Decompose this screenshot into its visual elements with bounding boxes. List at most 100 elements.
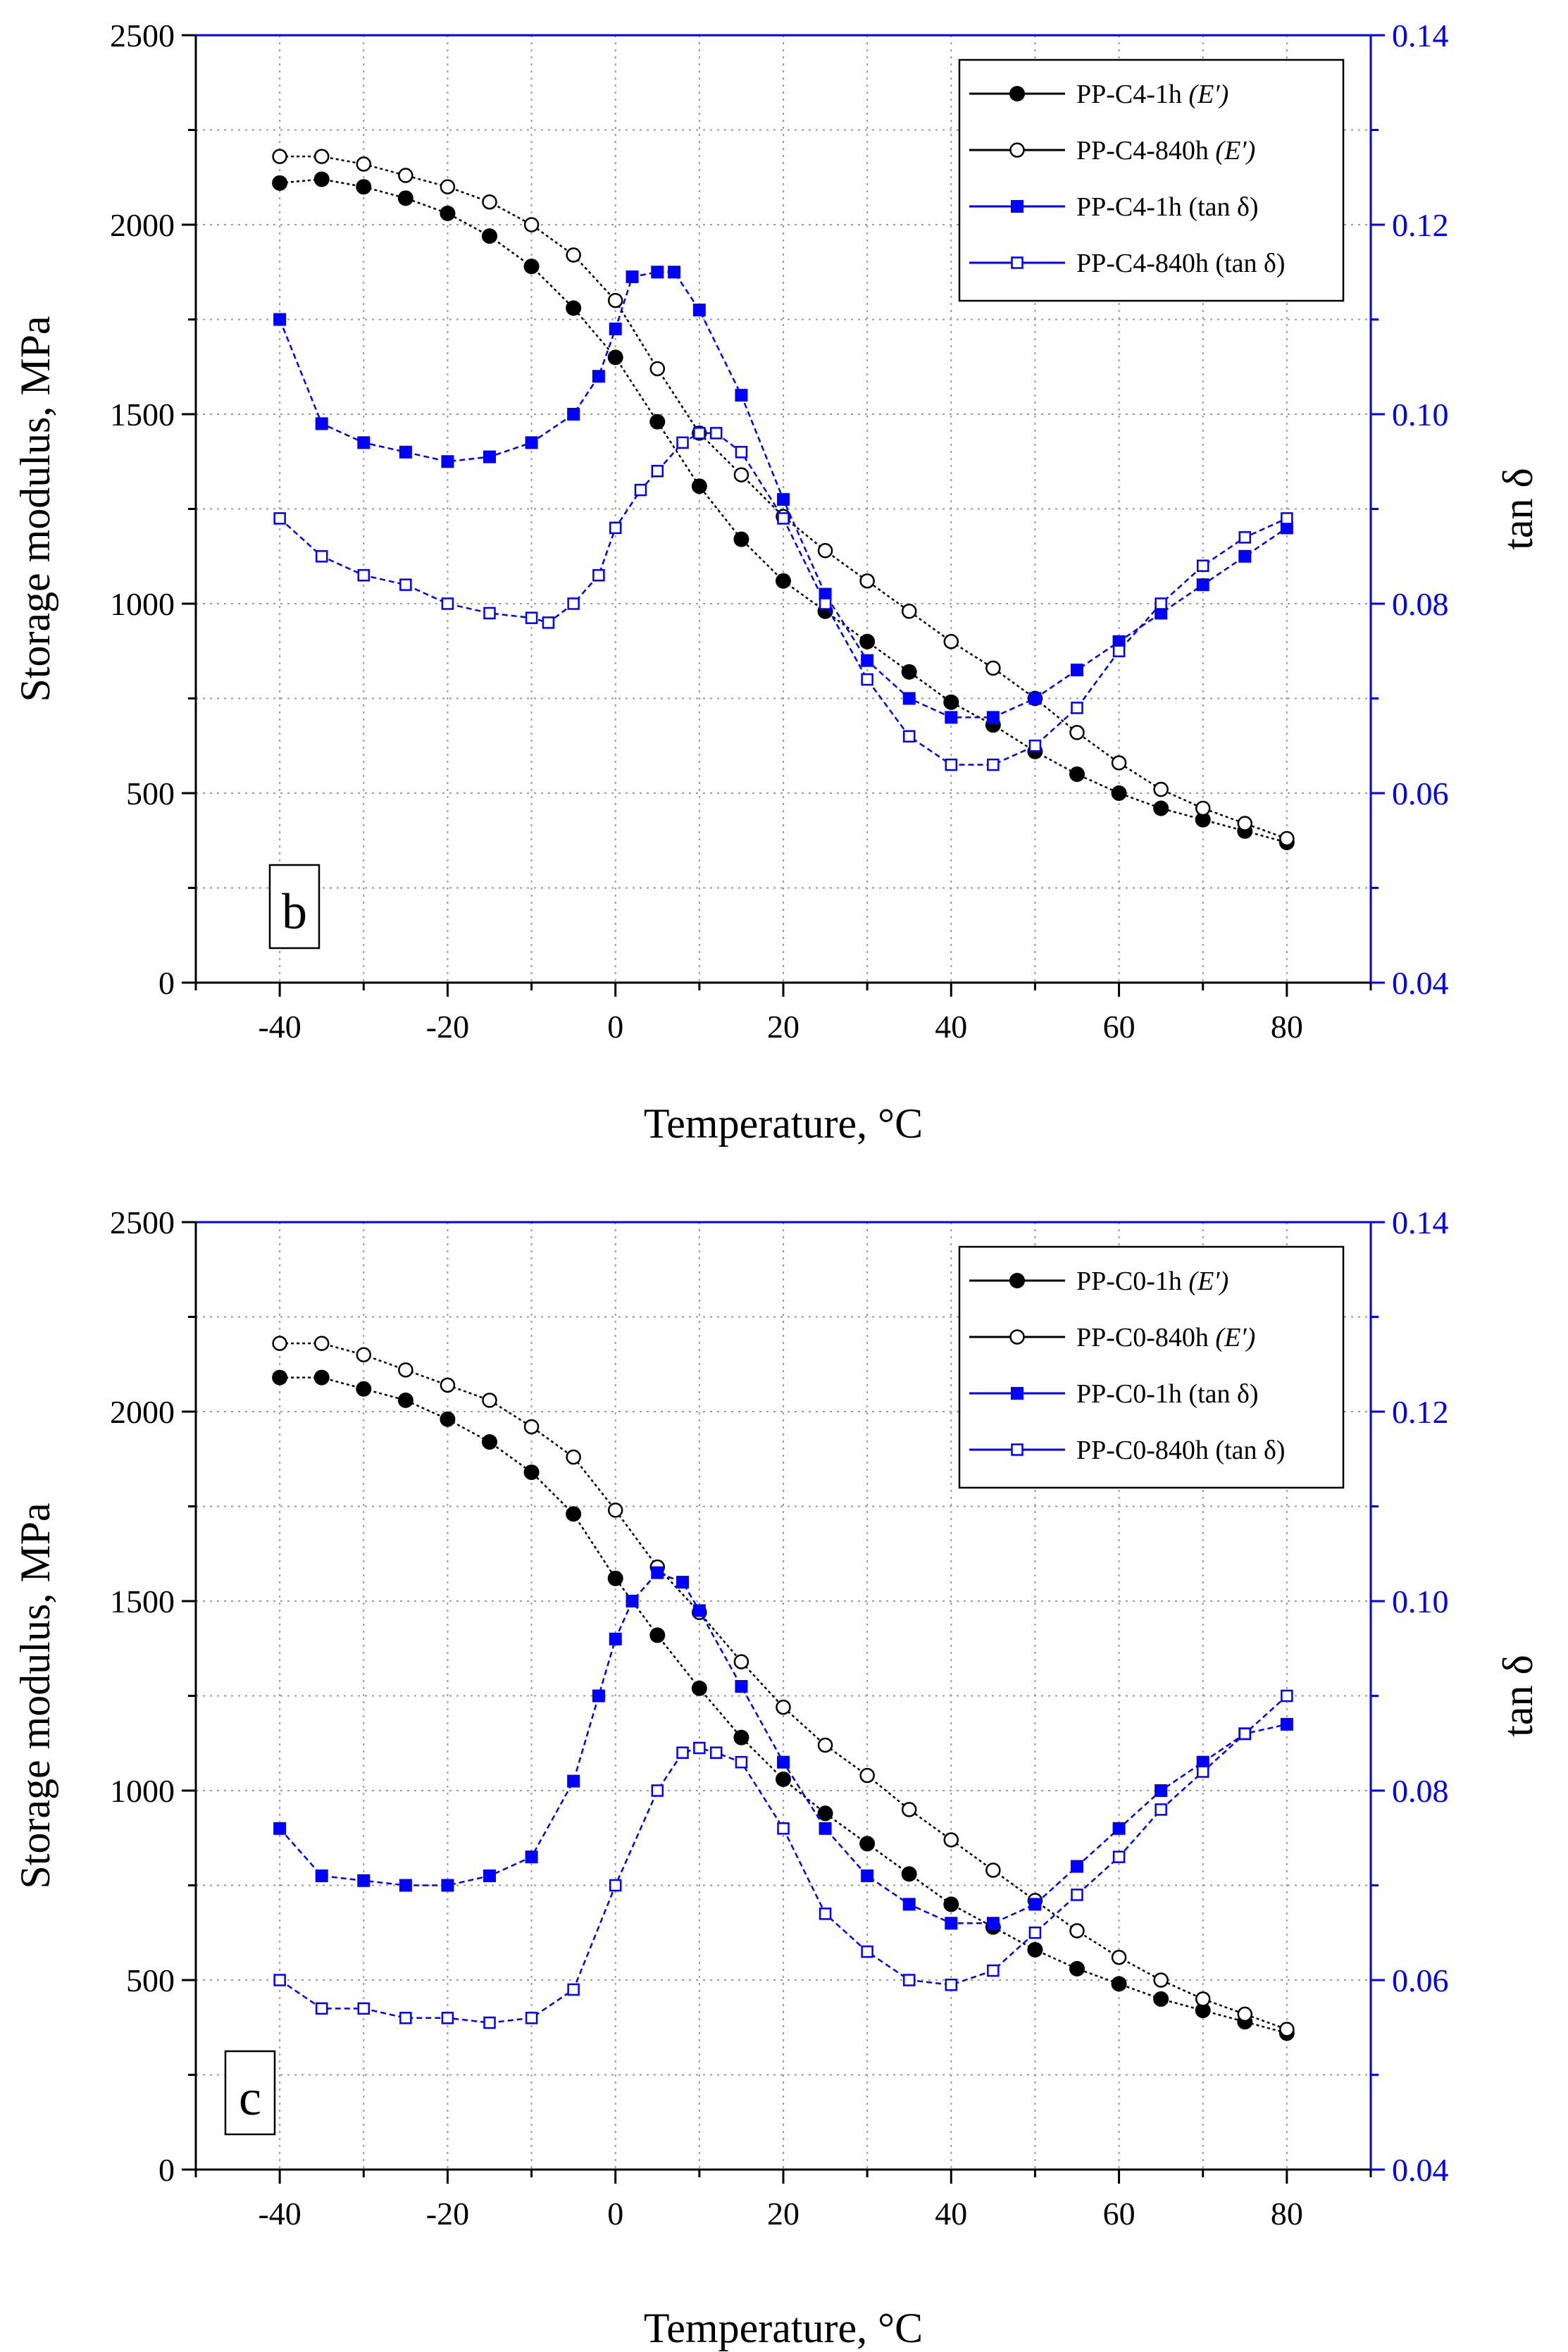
x-tick-label: -20 <box>426 2196 469 2232</box>
data-point <box>440 205 456 221</box>
data-point <box>609 1879 622 1892</box>
data-point <box>1153 1991 1169 2007</box>
data-point <box>901 664 917 680</box>
data-point <box>357 1874 371 1887</box>
data-point <box>483 450 496 463</box>
data-point <box>819 587 832 601</box>
y-tick-label: 2000 <box>110 1394 175 1430</box>
data-point <box>692 1604 706 1617</box>
data-point <box>1153 1972 1169 1988</box>
data-point <box>1281 1689 1293 1703</box>
y2-tick-label: 0.08 <box>1392 1773 1449 1809</box>
y2-axis-title: tan δ <box>1495 468 1541 550</box>
series-pp-c4-840h-storage-modulus <box>272 149 1295 847</box>
data-point <box>819 597 832 610</box>
chart-panel-b: -40 -20 0 20 40 60 80 0 500 1000 1500 2000 2500 0.04 0… <box>12 18 1541 1147</box>
data-point <box>776 573 791 589</box>
data-point <box>357 436 371 449</box>
y2-tick-label: 0.12 <box>1392 207 1449 243</box>
legend: PP-C4-1h (E′) PP-C4-840h (E′) PP-C4-1h (ta… <box>958 58 1345 302</box>
data-point <box>987 758 1000 771</box>
y2-tick-label: 0.04 <box>1392 965 1449 1001</box>
data-point <box>398 168 413 183</box>
y-tick-label: 0 <box>158 965 175 1001</box>
data-point <box>523 1464 540 1481</box>
data-point <box>902 730 916 743</box>
x-tick-label: 40 <box>935 2196 967 2232</box>
series-line <box>279 432 1288 766</box>
data-point <box>692 304 706 317</box>
data-point <box>272 1336 287 1351</box>
panel-label: b <box>282 883 307 940</box>
data-point <box>315 1869 328 1883</box>
series-line <box>279 1572 1288 1924</box>
data-point <box>482 1393 497 1408</box>
data-point <box>735 446 748 459</box>
data-point <box>1281 512 1293 525</box>
data-point <box>1238 531 1252 544</box>
data-point <box>777 1822 790 1835</box>
x-axis-title: Temperature, °C <box>644 1100 923 1147</box>
x-tick-label: 40 <box>935 1009 967 1045</box>
series-pp-c0-840h-tan-delta <box>273 1689 1293 2029</box>
y2-tick-label: 0.06 <box>1392 776 1449 811</box>
legend-entry: PP-C4-840h (tan δ) <box>969 249 1286 278</box>
x-tick-label: 20 <box>767 1009 799 1045</box>
y-tick-label: 1000 <box>110 1773 175 1809</box>
x-tick-label: 60 <box>1103 2196 1135 2232</box>
y2-tick-label: 0.06 <box>1392 1962 1449 1998</box>
x-tick-label: 80 <box>1271 2196 1303 2232</box>
series-pp-c4-840h-tan-delta <box>273 427 1293 771</box>
data-point <box>649 413 666 430</box>
data-point <box>676 436 689 449</box>
data-point <box>634 483 647 497</box>
data-point <box>1027 1941 1043 1958</box>
data-point <box>693 427 706 440</box>
data-point <box>986 1917 1000 1930</box>
data-point <box>592 1689 605 1703</box>
data-point <box>482 228 497 244</box>
data-point <box>567 597 580 610</box>
data-point <box>777 493 790 506</box>
data-point <box>817 1805 833 1822</box>
data-point <box>273 1974 286 1986</box>
data-point <box>399 1879 412 1892</box>
data-point <box>817 542 833 559</box>
x-tick-label: 80 <box>1271 1009 1303 1045</box>
legend-label: PP-C4-840h (E′) <box>1076 136 1255 166</box>
y2-tick-label: 0.10 <box>1392 397 1449 433</box>
data-point <box>859 1767 875 1784</box>
data-point <box>1011 1443 1023 1456</box>
data-point <box>1069 1923 1085 1939</box>
data-point <box>1280 521 1293 535</box>
data-point <box>1069 766 1085 783</box>
data-point <box>733 467 749 483</box>
data-point <box>441 597 454 610</box>
data-point <box>1279 2022 1295 2037</box>
data-point <box>441 2012 454 2024</box>
data-point <box>986 711 1000 724</box>
data-point <box>440 179 456 194</box>
data-point <box>356 156 372 172</box>
data-point <box>1071 702 1083 714</box>
data-point <box>398 1362 413 1378</box>
data-point <box>315 550 328 563</box>
data-point <box>1071 1860 1083 1873</box>
y2-axis-title: tan δ <box>1495 1655 1541 1737</box>
y2-tick-label: 0.08 <box>1392 586 1449 622</box>
y-axis-title: Storage modulus, MPa <box>12 316 58 702</box>
data-point <box>676 1746 689 1759</box>
data-point <box>1111 785 1127 801</box>
series-pp-c4-1h-tan-delta <box>273 266 1293 724</box>
data-point <box>901 1802 917 1817</box>
legend-label: PP-C0-1h (tan δ) <box>1076 1379 1259 1409</box>
data-point <box>1028 740 1042 752</box>
x-tick-label: 20 <box>767 2196 799 2232</box>
data-point <box>943 694 959 710</box>
data-point <box>902 692 916 705</box>
data-point <box>902 1974 916 1986</box>
legend-label: PP-C4-840h (tan δ) <box>1076 249 1286 278</box>
data-point <box>525 611 538 624</box>
data-point <box>272 175 288 191</box>
data-point <box>777 1755 790 1769</box>
